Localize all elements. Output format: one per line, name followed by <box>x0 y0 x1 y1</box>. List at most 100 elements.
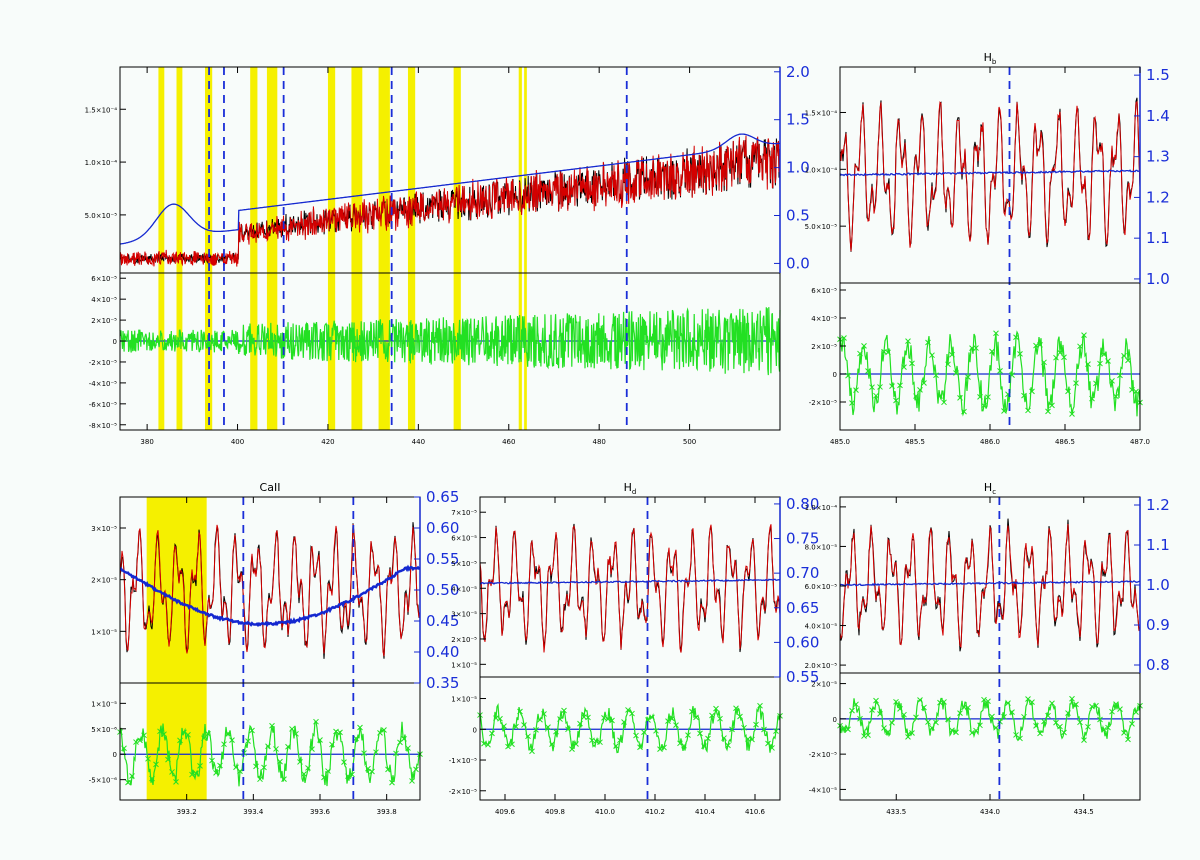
residual-point <box>917 387 923 393</box>
residual-point <box>337 729 343 736</box>
residual-point <box>977 393 983 400</box>
residual-point <box>1021 392 1027 399</box>
residual-point <box>765 740 771 747</box>
residual-point <box>1077 343 1083 350</box>
residual-point <box>1069 695 1075 702</box>
residual-point <box>225 730 231 737</box>
residual-point <box>893 698 899 705</box>
residual-point <box>705 735 711 742</box>
residual-point <box>1005 700 1011 706</box>
residual-point <box>753 721 759 728</box>
x-tick-label: 393.8 <box>377 808 397 816</box>
residual-point <box>653 727 659 734</box>
residual-point <box>937 393 943 399</box>
lower-frame <box>839 282 1141 431</box>
residual-point <box>521 722 527 728</box>
residual-point <box>641 729 647 736</box>
residual-point <box>153 761 159 768</box>
residual-point <box>1037 730 1043 737</box>
residual-tick-label: -2×10⁻⁵ <box>809 399 837 407</box>
residual-point <box>741 724 747 731</box>
residual-point <box>845 372 851 379</box>
residual-point <box>1101 726 1107 733</box>
residual-point <box>929 352 935 359</box>
residual-point <box>1133 388 1139 395</box>
residual-point <box>125 779 131 786</box>
residual-tick-label: -8×10⁻⁵ <box>89 422 117 430</box>
residual-point <box>725 742 731 749</box>
y-tick-label: 1.5×10⁻⁴ <box>85 106 118 114</box>
residual-point <box>609 717 615 724</box>
residual-point <box>893 397 899 404</box>
residual-point <box>853 387 859 394</box>
residual-point <box>1101 351 1107 358</box>
residual-tick-label: -2×10⁻⁵ <box>89 359 117 367</box>
residual-point <box>373 749 379 756</box>
residual-point <box>301 771 307 777</box>
panel-hdelta: 409.6 409.8 410.0 410.2 410.4 410.6 1×10⁻⁵ 2×10… <box>449 481 820 816</box>
right-tick-label: 0.70 <box>786 564 819 582</box>
residual-point <box>565 726 571 733</box>
right-tick-label: 0.35 <box>426 674 459 692</box>
residual-point <box>1125 736 1131 743</box>
x-tick-label: 486.5 <box>1055 438 1075 446</box>
residual-point <box>405 745 411 751</box>
panel-title-main: H <box>624 481 632 494</box>
right-tick-label: 1.2 <box>1146 496 1170 514</box>
residual-tick-label: 6×10⁻⁵ <box>811 287 837 295</box>
residual-point <box>1013 334 1019 341</box>
residual-point <box>1077 719 1083 726</box>
panel-title: Hc <box>984 481 996 496</box>
mask-region <box>327 67 336 430</box>
residual-tick-label: -4×10⁻⁵ <box>809 786 837 794</box>
residual-tick-label: -5×10⁻⁶ <box>89 777 117 785</box>
panel-title: CaII <box>260 481 281 494</box>
residual-point <box>669 715 675 722</box>
residual-point <box>221 741 227 748</box>
residual-point <box>1029 388 1035 395</box>
y-tick-label: 7×10⁻⁵ <box>451 509 477 517</box>
residual-point <box>729 726 735 733</box>
residual-point <box>261 764 267 771</box>
residual-point <box>993 724 999 731</box>
residual-point <box>393 750 399 757</box>
residual-tick-label: -1×10⁻⁵ <box>449 757 477 765</box>
continuum-curve <box>119 564 421 628</box>
residual-point <box>349 771 355 778</box>
residual-point <box>1081 332 1087 338</box>
residual-point <box>717 715 723 722</box>
lower-frame <box>119 272 781 431</box>
residual-point <box>1105 358 1111 364</box>
residual-point <box>557 716 563 722</box>
model-spectrum <box>119 524 421 657</box>
model-spectrum <box>119 135 781 267</box>
residual-point <box>249 727 255 734</box>
residual-point <box>973 727 979 734</box>
right-tick-label: 1.2 <box>1146 188 1170 206</box>
residual-point <box>989 713 995 720</box>
y-tick-label: 3×10⁻⁵ <box>91 525 117 533</box>
residual-point <box>1041 718 1047 725</box>
residual-tick-label: 0 <box>833 371 837 379</box>
y-tick-label: 4×10⁻⁵ <box>451 585 477 593</box>
residual-point <box>585 714 591 721</box>
y-tick-label: 2×10⁻⁵ <box>91 577 117 585</box>
lower-frame <box>479 676 781 801</box>
x-tick-label: 433.5 <box>886 808 906 816</box>
residual-point <box>701 743 707 749</box>
y-tick-label: 3×10⁻⁵ <box>451 611 477 619</box>
residual-point <box>633 732 639 739</box>
residual-point <box>925 339 931 346</box>
residual-point <box>353 735 359 742</box>
residual-point <box>1129 720 1135 727</box>
residual-point <box>965 704 971 711</box>
mask-region <box>351 67 363 430</box>
residual-point <box>169 769 175 775</box>
residual-point <box>841 724 847 731</box>
residual-point <box>913 714 919 721</box>
residual-point <box>257 776 263 783</box>
residual-point <box>1025 696 1031 702</box>
right-tick-label: 0.65 <box>426 488 459 506</box>
residual-point <box>869 384 875 391</box>
